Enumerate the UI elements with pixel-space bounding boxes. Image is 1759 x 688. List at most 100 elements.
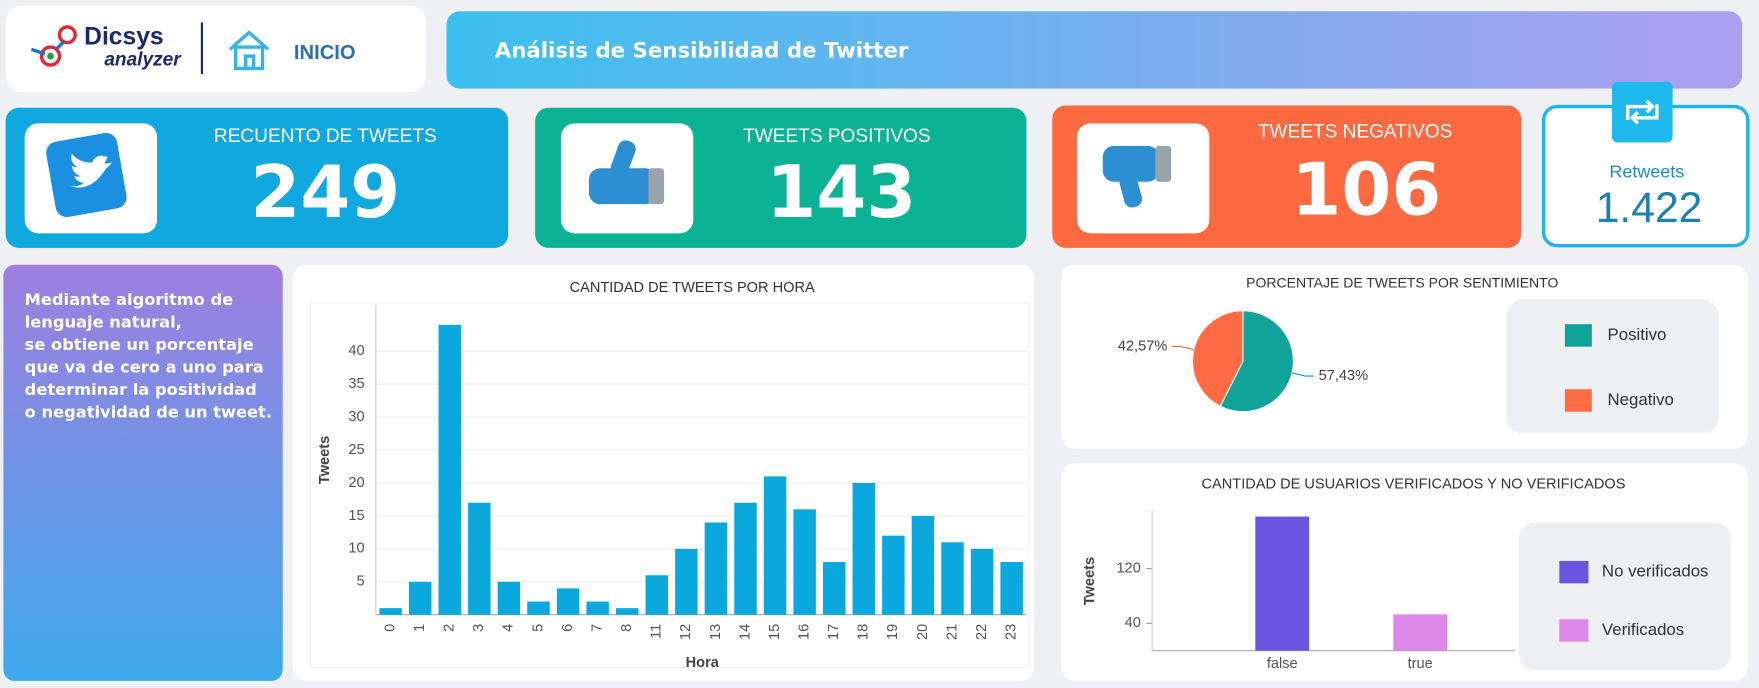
chart-title: CANTIDAD DE USUARIOS VERIFICADOS Y NO VE… bbox=[1202, 476, 1626, 492]
x-tick-label: 18 bbox=[856, 624, 872, 640]
bar bbox=[763, 476, 787, 615]
bar bbox=[586, 601, 609, 615]
legend-box bbox=[1518, 522, 1731, 670]
legend-label: Negativo bbox=[1608, 390, 1674, 409]
y-tick-label: 25 bbox=[348, 442, 364, 458]
brand-sub: analyzer bbox=[104, 50, 182, 71]
kpi-label: TWEETS POSITIVOS bbox=[743, 126, 930, 147]
home-icon[interactable] bbox=[228, 30, 270, 71]
banner-title: Análisis de Sensibilidad de Twitter bbox=[495, 39, 909, 64]
bar bbox=[408, 581, 432, 615]
x-tick-label: 2 bbox=[442, 624, 458, 632]
x-tick-label: 3 bbox=[471, 624, 487, 632]
x-axis-label: Hora bbox=[686, 655, 720, 671]
legend-label: Positivo bbox=[1608, 325, 1667, 344]
plot-frame bbox=[310, 302, 1030, 669]
thumbs-up-icon bbox=[588, 140, 665, 205]
x-tick-label: 11 bbox=[649, 624, 665, 639]
retweets-value: 1.422 bbox=[1596, 184, 1703, 232]
y-tick-label: 10 bbox=[348, 541, 364, 557]
banner bbox=[446, 11, 1743, 89]
bar bbox=[438, 324, 461, 615]
bar bbox=[941, 542, 964, 615]
kpi-value: 106 bbox=[1291, 148, 1441, 232]
y-tick-label: 20 bbox=[348, 475, 364, 491]
thumbs-down-icon bbox=[1102, 145, 1172, 208]
x-tick-label: 1 bbox=[412, 624, 428, 632]
bar bbox=[1393, 614, 1448, 651]
description-line: que va de cero a uno para bbox=[25, 357, 264, 376]
legend-swatch bbox=[1564, 324, 1592, 347]
x-tick-label: 19 bbox=[885, 624, 901, 640]
x-tick-label: 13 bbox=[708, 624, 724, 640]
kpi-value: 249 bbox=[250, 150, 400, 234]
bar bbox=[882, 535, 905, 615]
chart-title: CANTIDAD DE TWEETS POR HORA bbox=[570, 280, 815, 296]
description-line: se obtiene un porcentaje bbox=[25, 335, 254, 354]
legend-label: Verificados bbox=[1602, 620, 1684, 639]
logo-icon bbox=[30, 25, 77, 67]
chart-panel bbox=[292, 264, 1035, 681]
bar bbox=[556, 588, 580, 615]
pie-slice bbox=[1219, 310, 1294, 413]
bar bbox=[497, 581, 521, 615]
description-line: lenguaje natural, bbox=[25, 313, 182, 332]
kpi-label: RECUENTO DE TWEETS bbox=[214, 126, 437, 147]
bar bbox=[379, 608, 402, 615]
bar bbox=[734, 502, 757, 615]
legend-swatch bbox=[1559, 619, 1589, 642]
y-tick-label: 15 bbox=[348, 508, 364, 524]
bar bbox=[852, 482, 876, 615]
x-tick-label: 5 bbox=[530, 624, 546, 632]
y-axis-label: Tweets bbox=[1082, 557, 1098, 605]
bar bbox=[615, 608, 639, 615]
legend-label: No verificados bbox=[1602, 562, 1709, 581]
y-tick-label: 40 bbox=[1125, 615, 1141, 631]
logo-box bbox=[5, 5, 427, 92]
description-line: determinar la positividad bbox=[25, 380, 257, 399]
twitter-icon bbox=[46, 132, 127, 218]
x-tick-label: 7 bbox=[589, 624, 605, 632]
x-tick-label: 22 bbox=[974, 624, 990, 640]
bar bbox=[675, 548, 698, 615]
x-tick-label: 14 bbox=[737, 624, 753, 640]
leader-line bbox=[1291, 372, 1315, 377]
bar bbox=[911, 515, 935, 615]
leader-line bbox=[1171, 345, 1194, 351]
x-tick-label: false bbox=[1267, 656, 1298, 672]
bar bbox=[527, 601, 550, 615]
description-line: Mediante algoritmo de bbox=[25, 290, 233, 309]
x-tick-label: 12 bbox=[678, 624, 694, 640]
chart-title: PORCENTAJE DE TWEETS POR SENTIMIENTO bbox=[1246, 275, 1558, 291]
x-tick-label: 20 bbox=[915, 624, 931, 640]
x-tick-label: true bbox=[1408, 656, 1433, 672]
bar bbox=[793, 509, 816, 615]
x-tick-label: 21 bbox=[944, 624, 960, 640]
bar bbox=[970, 548, 994, 615]
legend-swatch bbox=[1564, 389, 1592, 412]
description-line: o negatividad de un tweet. bbox=[25, 402, 272, 421]
kpi-label: TWEETS NEGATIVOS bbox=[1258, 121, 1453, 142]
bar bbox=[822, 562, 846, 615]
x-tick-label: 17 bbox=[826, 624, 842, 640]
bar bbox=[468, 502, 491, 615]
bar bbox=[704, 522, 728, 615]
x-tick-label: 16 bbox=[796, 624, 812, 640]
x-tick-label: 6 bbox=[560, 624, 576, 632]
legend-swatch bbox=[1559, 560, 1589, 584]
x-tick-label: 23 bbox=[1004, 624, 1020, 640]
nav-link[interactable]: INICIO bbox=[294, 42, 356, 64]
pie-slice bbox=[1192, 310, 1244, 408]
bar bbox=[1255, 516, 1310, 651]
y-axis-label: Tweets bbox=[317, 436, 333, 484]
y-tick-label: 5 bbox=[356, 574, 364, 590]
x-tick-label: 8 bbox=[619, 624, 635, 632]
data-label: 42,57% bbox=[1118, 338, 1167, 354]
brand: Dicsys bbox=[84, 24, 164, 51]
x-tick-label: 15 bbox=[767, 624, 783, 640]
x-tick-label: 4 bbox=[501, 624, 517, 632]
y-tick-label: 35 bbox=[348, 376, 364, 392]
description-box bbox=[3, 264, 283, 681]
